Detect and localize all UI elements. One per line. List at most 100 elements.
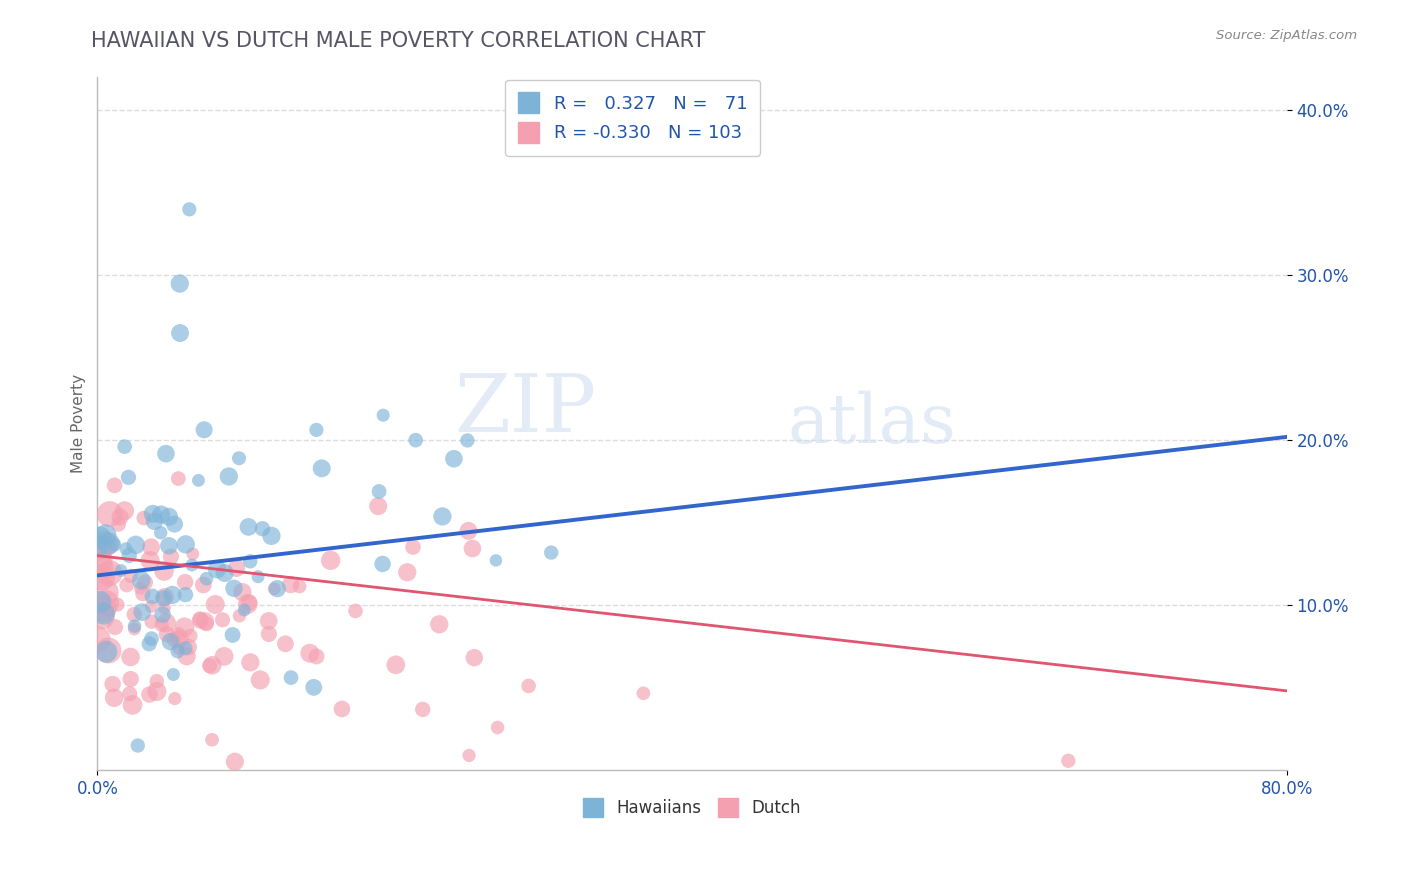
Point bbox=[221, 628, 243, 642]
Point bbox=[214, 566, 236, 580]
Point bbox=[91, 570, 114, 584]
Point bbox=[157, 509, 180, 524]
Point bbox=[146, 684, 169, 698]
Text: Source: ZipAtlas.com: Source: ZipAtlas.com bbox=[1216, 29, 1357, 42]
Point bbox=[224, 755, 246, 769]
Point bbox=[94, 528, 117, 542]
Point bbox=[167, 627, 190, 641]
Point bbox=[485, 553, 508, 567]
Point bbox=[228, 451, 250, 466]
Point bbox=[121, 698, 143, 712]
Point bbox=[540, 545, 562, 559]
Point bbox=[330, 702, 353, 716]
Point bbox=[129, 581, 152, 595]
Point bbox=[249, 673, 271, 687]
Point bbox=[141, 590, 163, 604]
Point bbox=[142, 507, 165, 521]
Point bbox=[120, 569, 142, 583]
Point bbox=[201, 732, 224, 747]
Point bbox=[86, 540, 108, 554]
Point bbox=[305, 423, 328, 437]
Point bbox=[396, 566, 419, 580]
Point bbox=[405, 433, 427, 447]
Point bbox=[139, 553, 162, 567]
Point bbox=[486, 721, 509, 735]
Point bbox=[97, 536, 120, 550]
Point bbox=[457, 524, 479, 538]
Point bbox=[305, 649, 328, 664]
Point bbox=[173, 620, 195, 634]
Point bbox=[157, 539, 180, 553]
Point bbox=[129, 573, 152, 587]
Point bbox=[274, 637, 297, 651]
Point bbox=[124, 622, 146, 636]
Point bbox=[125, 538, 148, 552]
Point bbox=[252, 522, 274, 536]
Point bbox=[141, 632, 163, 646]
Point bbox=[188, 613, 211, 627]
Point bbox=[218, 469, 240, 483]
Point bbox=[141, 599, 163, 614]
Point bbox=[127, 739, 149, 753]
Point bbox=[179, 629, 201, 643]
Point bbox=[118, 687, 141, 701]
Point bbox=[153, 590, 176, 604]
Point bbox=[302, 681, 325, 695]
Point bbox=[138, 688, 160, 702]
Point bbox=[239, 656, 262, 670]
Point bbox=[179, 202, 201, 217]
Point bbox=[371, 557, 394, 571]
Point bbox=[107, 598, 129, 612]
Point bbox=[110, 564, 132, 578]
Point bbox=[176, 649, 198, 664]
Point bbox=[288, 579, 311, 593]
Point bbox=[162, 667, 184, 681]
Point bbox=[193, 578, 215, 592]
Point bbox=[159, 634, 181, 648]
Point bbox=[162, 588, 184, 602]
Point bbox=[101, 677, 124, 691]
Point bbox=[156, 627, 179, 641]
Point bbox=[150, 508, 173, 522]
Point bbox=[280, 671, 302, 685]
Point bbox=[141, 615, 163, 629]
Point bbox=[311, 461, 333, 475]
Point bbox=[146, 674, 169, 689]
Point bbox=[96, 645, 118, 659]
Point bbox=[103, 690, 125, 705]
Point bbox=[103, 478, 125, 492]
Point bbox=[114, 440, 136, 454]
Point bbox=[153, 564, 176, 578]
Point bbox=[319, 553, 342, 567]
Point bbox=[152, 607, 174, 622]
Point bbox=[204, 598, 226, 612]
Point bbox=[90, 609, 112, 624]
Point bbox=[238, 595, 260, 609]
Legend: Hawaiians, Dutch: Hawaiians, Dutch bbox=[576, 791, 807, 824]
Point bbox=[517, 679, 540, 693]
Point bbox=[443, 451, 465, 466]
Point bbox=[194, 615, 217, 629]
Point bbox=[180, 558, 202, 572]
Point bbox=[93, 537, 115, 551]
Point bbox=[432, 509, 454, 524]
Point bbox=[132, 586, 155, 600]
Point bbox=[108, 510, 131, 524]
Point bbox=[385, 657, 408, 672]
Point bbox=[103, 538, 125, 552]
Point bbox=[367, 499, 389, 513]
Point bbox=[169, 632, 191, 646]
Point bbox=[198, 658, 221, 673]
Point bbox=[236, 597, 259, 611]
Point bbox=[163, 632, 186, 647]
Text: HAWAIIAN VS DUTCH MALE POVERTY CORRELATION CHART: HAWAIIAN VS DUTCH MALE POVERTY CORRELATI… bbox=[91, 31, 706, 51]
Point bbox=[280, 577, 302, 591]
Point bbox=[167, 641, 190, 656]
Point bbox=[231, 585, 253, 599]
Point bbox=[225, 561, 247, 575]
Point bbox=[201, 658, 224, 673]
Point bbox=[160, 549, 183, 564]
Point bbox=[238, 520, 260, 534]
Point bbox=[97, 643, 120, 657]
Point bbox=[89, 541, 111, 555]
